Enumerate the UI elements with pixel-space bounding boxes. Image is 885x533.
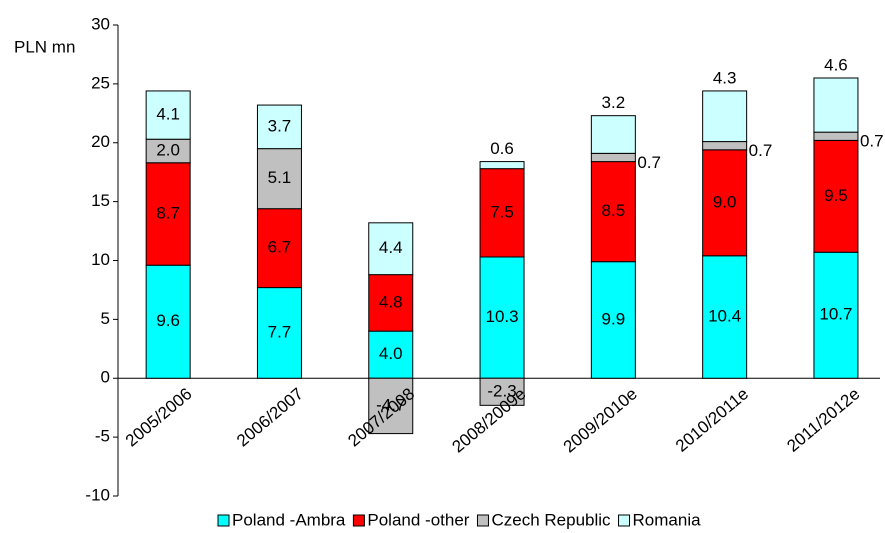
data-label: 9.6 (156, 311, 180, 330)
data-label: 9.9 (602, 309, 626, 328)
legend-label: Poland -other (367, 510, 469, 529)
data-label: 10.4 (708, 307, 741, 326)
bar-segment (368, 330, 414, 379)
bar-segment (256, 104, 302, 150)
bar-segment (256, 208, 302, 289)
data-label: -4.7 (376, 395, 405, 414)
data-label: 4.6 (824, 55, 848, 74)
bar-segment (813, 251, 859, 379)
bar-segment (479, 161, 525, 170)
bar-segment (702, 255, 748, 379)
data-label: 0.7 (860, 132, 884, 151)
bar-segment (256, 287, 302, 379)
data-label: 8.7 (156, 203, 180, 222)
data-label: 5.1 (268, 168, 292, 187)
data-label: 4.0 (379, 344, 403, 363)
x-tick-label: 2010/2011e (672, 384, 752, 455)
y-tick-label: 0 (101, 368, 110, 387)
y-tick-label: -5 (95, 427, 110, 446)
data-label: 2.0 (156, 140, 180, 159)
data-label: 4.3 (713, 68, 737, 87)
y-axis-label: PLN mn (14, 37, 75, 56)
bar-segment (702, 149, 748, 257)
data-label: 10.7 (819, 305, 852, 324)
data-label: 0.7 (749, 141, 773, 160)
y-tick-label: 15 (91, 191, 110, 210)
bar-segment (702, 90, 748, 143)
legend-swatch (618, 514, 631, 527)
x-tick-label: 2005/2006 (122, 384, 196, 450)
bar-segment (145, 90, 191, 140)
y-tick-label: 10 (91, 250, 110, 269)
y-tick-label: -10 (85, 485, 110, 504)
bar-segment (702, 141, 748, 151)
bar-segment (479, 377, 525, 406)
bar-segment (813, 131, 859, 141)
bar-segment (590, 115, 636, 154)
data-label: 9.5 (824, 186, 848, 205)
data-label: 0.6 (490, 139, 514, 158)
data-label: 9.0 (713, 192, 737, 211)
bar-segment (590, 152, 636, 163)
y-tick-label: 5 (101, 309, 110, 328)
data-label: 4.8 (379, 292, 403, 311)
bar-segment (813, 77, 859, 133)
x-tick-label: 2006/2007 (233, 384, 307, 450)
legend-swatch (476, 514, 489, 527)
data-label: 10.3 (486, 307, 519, 326)
bar-segment (590, 261, 636, 379)
bar-segment (368, 222, 414, 276)
data-label: 7.7 (268, 322, 292, 341)
data-label: 4.1 (156, 105, 180, 124)
data-label: -2.3 (487, 381, 516, 400)
data-label: 0.7 (637, 153, 661, 172)
bar-segment (256, 148, 302, 210)
bar-segment (368, 377, 414, 435)
legend-label: Poland -Ambra (232, 510, 346, 529)
data-label: 7.5 (490, 202, 514, 221)
legend-label: Czech Republic (491, 510, 611, 529)
bar-segment (145, 264, 191, 379)
bar-segment (368, 274, 414, 332)
data-label: 4.4 (379, 238, 403, 257)
y-tick-label: 25 (91, 73, 110, 92)
y-tick-label: 20 (91, 132, 110, 151)
x-tick-label: 2009/2010e (560, 384, 641, 456)
bar-segment (590, 161, 636, 263)
bar-segment (145, 162, 191, 266)
data-label: 3.7 (268, 116, 292, 135)
legend-swatch (217, 514, 230, 527)
data-label: 3.2 (602, 93, 626, 112)
x-tick-label: 2011/2012e (783, 384, 863, 455)
y-tick-label: 30 (91, 14, 110, 33)
legend-swatch (352, 514, 365, 527)
legend-label: Romania (633, 510, 702, 529)
data-label: 6.7 (268, 238, 292, 257)
data-label: 8.5 (602, 201, 626, 220)
